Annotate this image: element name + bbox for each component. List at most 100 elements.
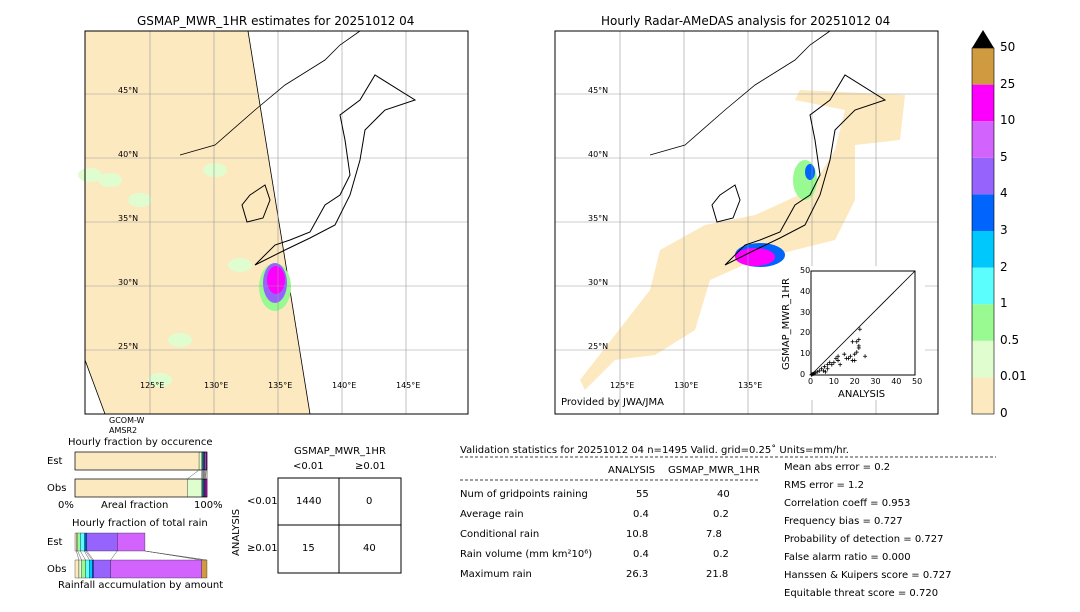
light-rain-area bbox=[168, 333, 192, 347]
scatter-point bbox=[821, 368, 826, 373]
scatter-point bbox=[817, 368, 822, 373]
fraction-segment bbox=[92, 559, 94, 579]
latitude-label: 45°N bbox=[118, 86, 139, 95]
scatter-x-tick: 0 bbox=[808, 377, 814, 386]
colorbar-extend-arrow bbox=[972, 30, 994, 48]
contingency-title: GSMAP_MWR_1HR bbox=[294, 446, 386, 457]
fraction-segment bbox=[74, 451, 200, 471]
fraction-segment bbox=[204, 451, 207, 471]
fraction-segment bbox=[89, 559, 93, 579]
occurrence-title: Hourly fraction by occurence bbox=[68, 437, 213, 448]
colorbar-tick-label: 25 bbox=[1000, 76, 1016, 91]
rain-fraction-title: Hourly fraction of total rain bbox=[72, 518, 208, 529]
scatter-y-tick: 0 bbox=[800, 370, 806, 379]
fraction-segment bbox=[85, 559, 90, 579]
longitude-label: 145°E bbox=[396, 381, 421, 390]
stats-analysis-value: 55 bbox=[636, 489, 649, 500]
heavy-rain-area bbox=[267, 266, 285, 294]
stats-gsmap-value: 0.2 bbox=[713, 549, 729, 560]
colorbar-tick-label: 10 bbox=[1000, 113, 1016, 128]
colorbar-bin bbox=[972, 84, 994, 122]
fraction-segment bbox=[110, 559, 202, 579]
fraction-segment bbox=[74, 532, 77, 552]
mainland-coastline bbox=[179, 30, 361, 156]
scatter-point bbox=[827, 360, 832, 365]
colorbar-bin bbox=[972, 377, 994, 414]
scatter-x-tick: 30 bbox=[870, 377, 881, 386]
fraction-bar-frame bbox=[74, 451, 208, 471]
stats-gsmap-value: 7.8 bbox=[706, 529, 722, 540]
latitude-label: 30°N bbox=[118, 278, 139, 287]
scatter-diagonal bbox=[810, 270, 916, 376]
longitude-label: 135°E bbox=[738, 381, 763, 390]
scatter-point bbox=[815, 369, 820, 374]
fraction-connector bbox=[144, 550, 208, 561]
colorbar-tick-label: 0.5 bbox=[1000, 332, 1020, 347]
fraction-segment bbox=[85, 532, 88, 552]
stats-score: RMS error = 1.2 bbox=[784, 480, 864, 491]
scatter-x-tick: 10 bbox=[828, 377, 839, 386]
occurrence-xlabel: Areal fraction bbox=[101, 500, 169, 511]
rain-fraction-xlabel: Rainfall accumulation by amount bbox=[58, 580, 224, 591]
stats-row-label: Conditional rain bbox=[460, 529, 540, 540]
scatter-point bbox=[825, 366, 830, 371]
satellite-label: GCOM-W bbox=[109, 416, 145, 425]
longitude-label: 140°E bbox=[332, 381, 357, 390]
light-rain-area bbox=[128, 193, 152, 207]
fraction-connector bbox=[86, 550, 94, 561]
occurrence-row-est: Est bbox=[47, 456, 63, 467]
heavy-rain-area bbox=[735, 248, 775, 266]
scatter-point bbox=[852, 358, 857, 363]
scatter-point bbox=[856, 343, 861, 348]
fraction-segment bbox=[93, 559, 111, 579]
fraction-segment bbox=[74, 559, 80, 579]
fraction-connector bbox=[110, 550, 118, 561]
stats-score: False alarm ratio = 0.000 bbox=[784, 552, 911, 563]
fraction-segment bbox=[201, 559, 208, 579]
japan-coastline bbox=[254, 74, 417, 266]
fraction-segment bbox=[117, 532, 146, 552]
rain-area bbox=[805, 164, 815, 180]
contingency-row-1: <0.01 bbox=[247, 496, 278, 507]
occurrence-row-obs: Obs bbox=[47, 483, 67, 494]
contingency-col-1: <0.01 bbox=[293, 461, 324, 472]
colorbar-tick-label: 1 bbox=[1000, 296, 1008, 311]
scatter-point bbox=[831, 360, 836, 365]
light-rain-area bbox=[98, 173, 122, 187]
fraction-segment bbox=[78, 559, 82, 579]
stats-analysis-value: 26.3 bbox=[626, 569, 649, 580]
colorbar-bin bbox=[972, 304, 994, 341]
rain-row-obs: Obs bbox=[47, 564, 67, 575]
fraction-segment bbox=[84, 532, 86, 552]
scatter-point bbox=[854, 339, 859, 344]
colorbar-bin bbox=[972, 121, 994, 158]
stats-score: Equitable threat score = 0.720 bbox=[784, 588, 939, 599]
stats-row-label: Num of gridpoints raining bbox=[460, 489, 588, 500]
fraction-connector bbox=[85, 550, 93, 561]
light-rain-area bbox=[148, 373, 172, 387]
colorbar-tick-label: 3 bbox=[1000, 223, 1008, 237]
scatter-point bbox=[854, 350, 859, 355]
colorbar-tick-label: 4 bbox=[1000, 186, 1008, 201]
contingency-row-title: ANALYSIS bbox=[231, 508, 242, 556]
fraction-segment bbox=[187, 478, 202, 498]
stats-col-analysis: ANALYSIS bbox=[608, 465, 656, 476]
right-map-title: Hourly Radar-AMeDAS analysis for 2025101… bbox=[601, 14, 891, 28]
colorbar-bin bbox=[972, 48, 994, 85]
latitude-label: 35°N bbox=[118, 214, 139, 223]
stats-col-gsmap: GSMAP_MWR_1HR bbox=[668, 465, 760, 476]
sensor-label: AMSR2 bbox=[109, 426, 138, 435]
scatter-x-tick: 50 bbox=[912, 377, 923, 386]
fraction-segment bbox=[77, 532, 81, 552]
fraction-segment bbox=[74, 478, 188, 498]
latitude-label: 40°N bbox=[588, 150, 609, 159]
scatter-x-tick: 20 bbox=[849, 377, 860, 386]
contingency-col-2: ≥0.01 bbox=[355, 461, 386, 472]
contingency-cell: 1440 bbox=[296, 496, 322, 507]
scatter-point bbox=[856, 337, 861, 342]
colorbar-tick-label: 0.01 bbox=[1000, 369, 1027, 384]
rain-area bbox=[793, 160, 817, 200]
fraction-connector bbox=[84, 550, 90, 561]
scatter-point bbox=[857, 327, 862, 332]
